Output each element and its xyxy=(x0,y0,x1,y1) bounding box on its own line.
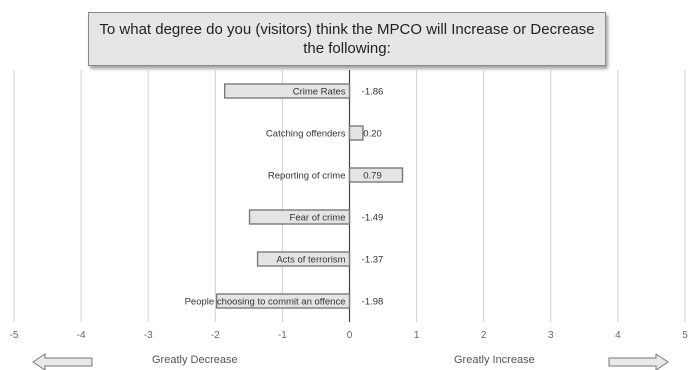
data-label: -1.37 xyxy=(362,255,384,266)
bar xyxy=(223,83,351,99)
chart-title-box: To what degree do you (visitors) think t… xyxy=(88,12,606,66)
data-label: -1.86 xyxy=(362,87,384,98)
category-label: Crime Rates xyxy=(293,87,346,98)
data-label: 0.79 xyxy=(363,171,382,182)
bar xyxy=(348,167,404,183)
x-tick-label: -4 xyxy=(77,330,86,341)
category-label: Reporting of crime xyxy=(268,171,346,182)
x-tick-label: 3 xyxy=(548,330,554,341)
category-label: Catching offenders xyxy=(266,129,346,140)
bar xyxy=(215,293,351,309)
x-tick-label: 4 xyxy=(615,330,621,341)
x-tick-label: -5 xyxy=(10,330,19,341)
x-tick-label: -1 xyxy=(278,330,287,341)
x-tick-label: 5 xyxy=(682,330,688,341)
data-label: 0.20 xyxy=(363,129,382,140)
chart-title: To what degree do you (visitors) think t… xyxy=(99,21,595,57)
data-label: -1.98 xyxy=(362,297,384,308)
bar xyxy=(348,125,364,141)
greatly-decrease-label: Greatly Decrease xyxy=(152,354,238,366)
bar xyxy=(248,209,351,225)
x-tick-label: 1 xyxy=(414,330,420,341)
category-label: People choosing to commit an offence xyxy=(185,297,346,308)
bar xyxy=(256,251,351,267)
category-label: Acts of terrorism xyxy=(276,255,345,266)
right-arrow-icon xyxy=(608,353,669,370)
left-arrow-icon xyxy=(32,353,93,370)
x-tick-label: -2 xyxy=(211,330,220,341)
x-tick-label: 0 xyxy=(347,330,353,341)
greatly-increase-label: Greatly Increase xyxy=(454,354,535,366)
x-tick-label: 2 xyxy=(481,330,487,341)
category-label: Fear of crime xyxy=(290,213,346,224)
x-tick-label: -3 xyxy=(144,330,153,341)
data-label: -1.49 xyxy=(362,213,384,224)
